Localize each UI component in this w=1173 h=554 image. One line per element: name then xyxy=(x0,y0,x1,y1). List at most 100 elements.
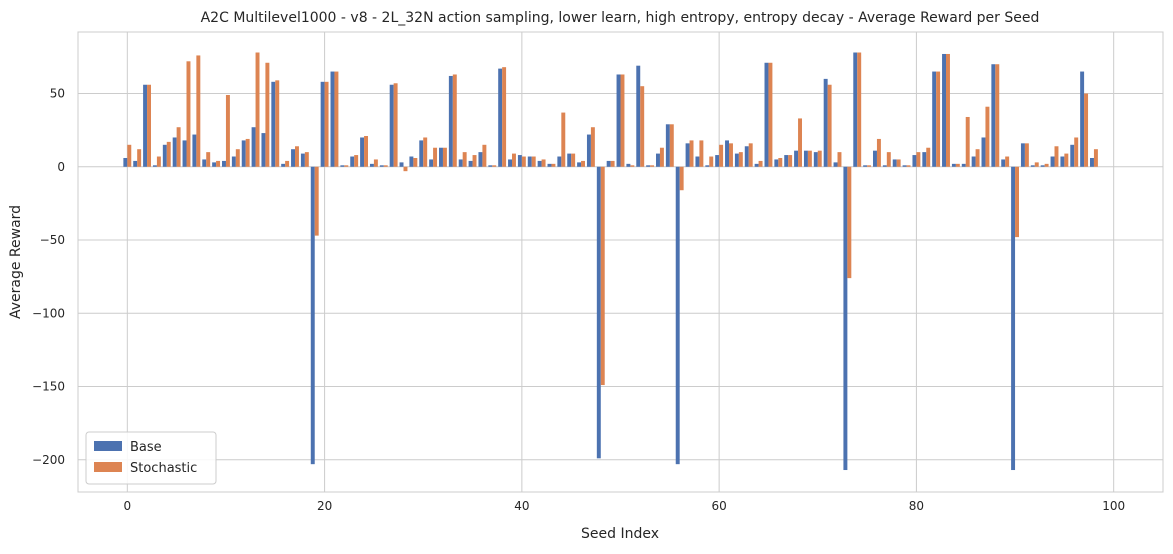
bar-stochastic-45 xyxy=(571,153,576,167)
bar-stochastic-63 xyxy=(748,143,753,167)
y-tick-label: −50 xyxy=(40,233,65,247)
bar-base-45 xyxy=(567,153,572,167)
bar-base-63 xyxy=(744,146,749,167)
bar-base-64 xyxy=(754,163,759,167)
bar-base-46 xyxy=(577,162,582,167)
bar-stochastic-13 xyxy=(255,52,260,167)
bar-base-60 xyxy=(715,155,720,167)
bar-base-51 xyxy=(626,163,631,167)
bar-base-23 xyxy=(350,156,355,167)
y-tick-label: −200 xyxy=(32,453,65,467)
bar-stochastic-14 xyxy=(265,62,270,167)
bar-base-8 xyxy=(202,159,207,167)
bar-stochastic-98 xyxy=(1093,149,1098,167)
bar-base-94 xyxy=(1050,156,1055,167)
bar-stochastic-12 xyxy=(245,138,250,167)
bar-stochastic-37 xyxy=(492,165,497,167)
bar-base-56 xyxy=(675,166,680,465)
bar-stochastic-84 xyxy=(955,163,960,167)
bar-stochastic-3 xyxy=(156,156,161,167)
bar-base-90 xyxy=(1011,166,1016,471)
bar-stochastic-66 xyxy=(778,157,783,167)
bar-stochastic-18 xyxy=(304,152,309,167)
bar-stochastic-50 xyxy=(620,74,625,167)
bar-stochastic-44 xyxy=(561,112,566,167)
x-tick-label: 100 xyxy=(1102,499,1125,513)
bar-base-97 xyxy=(1080,71,1085,167)
bar-stochastic-20 xyxy=(324,81,329,167)
bar-stochastic-83 xyxy=(946,53,950,167)
bar-base-29 xyxy=(409,156,414,167)
bar-base-82 xyxy=(932,71,937,167)
bar-stochastic-57 xyxy=(689,140,694,167)
bar-stochastic-55 xyxy=(669,124,674,167)
bar-base-91 xyxy=(1020,143,1025,167)
y-tick-labels: −200 −150 −100 −50 0 50 xyxy=(32,87,65,467)
bar-base-4 xyxy=(162,144,167,167)
bar-stochastic-92 xyxy=(1034,162,1039,167)
bar-base-41 xyxy=(527,156,532,167)
legend-swatch-base xyxy=(94,441,122,451)
bar-base-79 xyxy=(902,165,907,167)
bar-stochastic-27 xyxy=(393,83,398,167)
bar-base-73 xyxy=(843,166,848,471)
bar-base-33 xyxy=(448,75,453,167)
bar-base-27 xyxy=(389,84,394,167)
bar-stochastic-43 xyxy=(551,163,556,167)
bar-stochastic-53 xyxy=(650,165,655,167)
bar-base-88 xyxy=(991,64,996,167)
bar-stochastic-65 xyxy=(768,62,773,167)
bar-base-89 xyxy=(1001,159,1006,167)
bar-stochastic-22 xyxy=(344,165,349,167)
bar-stochastic-11 xyxy=(235,149,240,167)
y-tick-label: −150 xyxy=(32,380,65,394)
bar-stochastic-68 xyxy=(798,118,802,167)
bar-base-34 xyxy=(458,159,463,167)
x-tick-label: 40 xyxy=(514,499,529,513)
bar-base-50 xyxy=(616,74,621,167)
plot-frame xyxy=(77,31,1164,493)
bar-base-84 xyxy=(951,163,956,167)
bar-stochastic-21 xyxy=(334,71,339,167)
bar-stochastic-19 xyxy=(314,166,319,236)
bar-stochastic-38 xyxy=(502,67,507,167)
bar-base-95 xyxy=(1060,156,1065,167)
bar-base-87 xyxy=(981,137,986,167)
bar-base-49 xyxy=(606,160,611,167)
bar-base-85 xyxy=(961,163,966,167)
x-tick-label: 80 xyxy=(909,499,924,513)
bar-base-70 xyxy=(813,152,818,167)
bar-base-12 xyxy=(241,140,246,167)
y-tick-label: −100 xyxy=(32,306,65,320)
bar-base-9 xyxy=(212,162,217,167)
bar-base-32 xyxy=(439,147,443,167)
bar-base-6 xyxy=(182,140,187,167)
bar-base-71 xyxy=(823,78,828,167)
bar-stochastic-72 xyxy=(837,152,842,167)
bar-base-43 xyxy=(547,163,552,167)
y-tick-label: 0 xyxy=(57,160,65,174)
bar-base-55 xyxy=(665,124,670,167)
bar-base-48 xyxy=(596,166,601,459)
bar-stochastic-74 xyxy=(857,52,862,167)
bar-stochastic-32 xyxy=(442,147,447,167)
bar-stochastic-4 xyxy=(166,141,171,167)
bar-stochastic-90 xyxy=(1015,166,1019,238)
bar-stochastic-71 xyxy=(827,84,832,167)
bar-stochastic-33 xyxy=(452,74,457,167)
bar-stochastic-81 xyxy=(926,147,931,167)
bar-stochastic-17 xyxy=(295,146,299,167)
bar-base-86 xyxy=(971,156,976,167)
bar-base-96 xyxy=(1070,144,1075,167)
bar-stochastic-58 xyxy=(699,140,704,167)
bar-base-52 xyxy=(636,65,641,167)
bar-base-66 xyxy=(774,159,779,167)
bar-base-10 xyxy=(222,160,226,167)
bar-base-16 xyxy=(281,163,286,167)
bar-base-77 xyxy=(882,165,887,167)
bar-base-3 xyxy=(152,165,157,167)
bar-stochastic-34 xyxy=(462,152,467,167)
bar-stochastic-87 xyxy=(985,106,990,167)
bar-base-40 xyxy=(517,155,522,167)
